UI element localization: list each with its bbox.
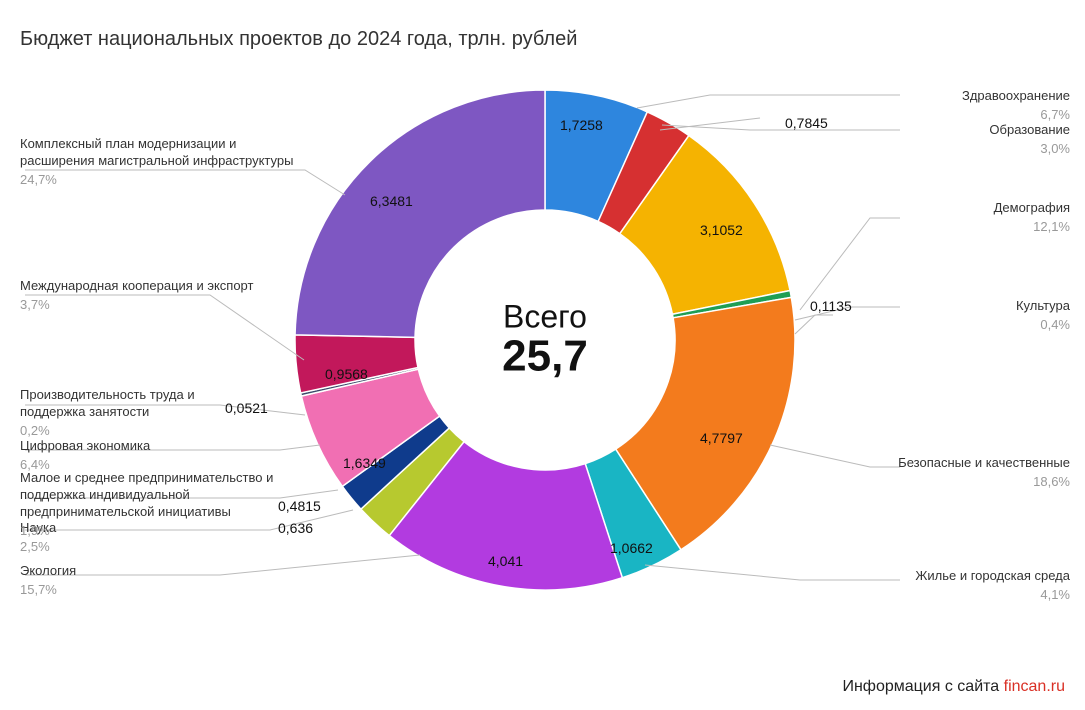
value-culture: 0,1135	[810, 298, 852, 314]
label-name-export: Международная кооперация и экспорт	[20, 278, 280, 295]
label-name-infra: Комплексный план модернизации и расширен…	[20, 136, 310, 170]
label-name-housing: Жилье и городская среда	[915, 568, 1070, 585]
label-labor: Производительность труда и поддержка зан…	[20, 387, 220, 440]
label-name-edu: Образование	[989, 122, 1070, 139]
label-pct-digital: 6,4%	[20, 457, 270, 474]
center-text-2: 25,7	[502, 332, 588, 382]
label-name-demo: Демография	[994, 200, 1070, 217]
label-edu: Образование 3,0%	[989, 122, 1070, 158]
value-health: 1,7258	[560, 117, 603, 133]
label-name-safe: Безопасные и качественные	[898, 455, 1070, 472]
leader-health	[637, 95, 900, 108]
label-pct-edu: 3,0%	[989, 141, 1070, 158]
credit-site: fincan.ru	[1004, 678, 1065, 695]
leader-housing	[645, 565, 900, 580]
label-name-health: Здравоохранение	[962, 88, 1070, 105]
value-infra: 6,3481	[370, 193, 413, 209]
label-housing: Жилье и городская среда 4,1%	[915, 568, 1070, 604]
chart-title: Бюджет национальных проектов до 2024 год…	[20, 28, 577, 51]
value-demo: 3,1052	[700, 222, 743, 238]
donut-chart: Бюджет национальных проектов до 2024 год…	[0, 0, 1085, 710]
label-infra: Комплексный план модернизации и расширен…	[20, 136, 310, 189]
label-pct-culture: 0,4%	[1016, 317, 1070, 334]
value-digital: 1,6349	[343, 455, 386, 471]
value-safe: 4,7797	[700, 430, 743, 446]
label-name-digital: Цифровая экономика	[20, 438, 270, 455]
label-eco: Экология 15,7%	[20, 563, 270, 599]
label-health: Здравоохранение6,7%	[962, 88, 1070, 124]
label-name-culture: Культура	[1016, 298, 1070, 315]
label-name-sme: Малое и среднее предпринимательство и по…	[20, 470, 280, 521]
label-pct-infra: 24,7%	[20, 172, 310, 189]
label-pct-safe: 18,6%	[898, 474, 1070, 491]
credit: Информация с сайта fincan.ru	[842, 678, 1065, 696]
label-pct-housing: 4,1%	[915, 587, 1070, 604]
center-label: Всего 25,7	[502, 299, 588, 382]
value-export: 0,9568	[325, 366, 368, 382]
value-sme: 0,4815	[278, 498, 321, 514]
label-pct-demo: 12,1%	[994, 219, 1070, 236]
label-sme: Малое и среднее предпринимательство и по…	[20, 470, 280, 540]
label-pct-eco: 15,7%	[20, 582, 270, 599]
label-pct-export: 3,7%	[20, 297, 280, 314]
label-pct-labor: 0,2%	[20, 423, 220, 440]
label-pct-science: 2,5%	[20, 539, 270, 556]
leader-safe	[770, 445, 900, 467]
label-name-eco: Экология	[20, 563, 270, 580]
label-pct-sme: 1,9%	[20, 523, 280, 540]
value-labor: 0,0521	[225, 400, 268, 416]
label-name-labor: Производительность труда и поддержка зан…	[20, 387, 220, 421]
label-export: Международная кооперация и экспорт 3,7%	[20, 278, 280, 314]
label-culture: Культура 0,4%	[1016, 298, 1070, 334]
center-text-1: Всего	[502, 299, 588, 336]
value-eco: 4,041	[488, 553, 523, 569]
leader-culture-outer	[795, 315, 833, 334]
leader-demo	[800, 218, 900, 310]
label-digital: Цифровая экономика 6,4%	[20, 438, 270, 474]
credit-prefix: Информация с сайта	[842, 678, 1003, 695]
label-safe: Безопасные и качественные 18,6%	[898, 455, 1070, 491]
value-housing: 1,0662	[610, 540, 653, 556]
label-demo: Демография 12,1%	[994, 200, 1070, 236]
value-edu: 0,7845	[785, 115, 828, 131]
value-science: 0,636	[278, 520, 313, 536]
